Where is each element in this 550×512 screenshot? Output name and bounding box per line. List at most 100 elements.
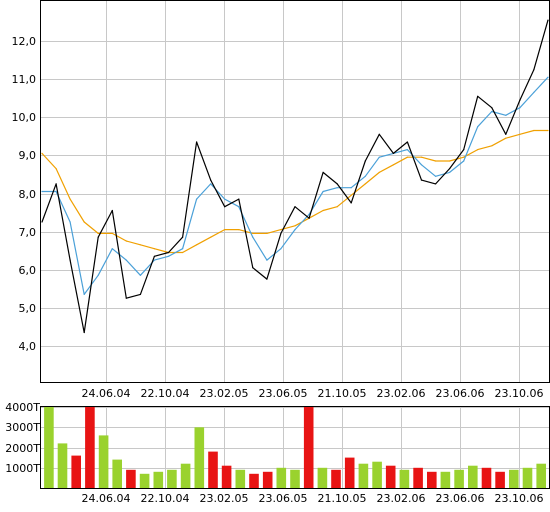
volume-y-ticks: 1000T 2000T 3000T 4000T [5, 401, 40, 475]
price-line-point [491, 107, 493, 109]
volume-bar [290, 469, 300, 488]
long-moving-average-line-point [336, 206, 338, 208]
short-moving-average-line-point [463, 160, 465, 162]
volume-bar [208, 451, 218, 488]
long-moving-average-line-point [463, 156, 465, 158]
price-line-point [97, 236, 99, 238]
short-moving-average-line-point [210, 183, 212, 185]
price-line-point [224, 206, 226, 208]
volume-bar [112, 459, 122, 488]
volume-bar [331, 469, 341, 488]
short-moving-average-line-point [491, 110, 493, 113]
volume-bar [399, 469, 410, 488]
volume-bars [44, 407, 546, 489]
long-moving-average-line-point [224, 229, 226, 231]
volume-bar [139, 473, 150, 488]
price-y-tick-label: 7,0 [19, 226, 37, 239]
volume-bar [344, 457, 355, 488]
volume-bar [468, 465, 478, 488]
short-moving-average-line-point [308, 213, 310, 215]
short-moving-average-line-point [55, 190, 57, 193]
price-y-tick-label: 6,0 [19, 264, 37, 277]
short-moving-average-line-point [69, 221, 71, 223]
short-moving-average-line-point [350, 187, 352, 189]
short-moving-average-line-point [519, 107, 521, 109]
price-x-tick-label: 23.06.05 [259, 387, 308, 400]
long-moving-average-line-point [55, 168, 57, 170]
volume-bar [317, 467, 328, 489]
price-x-tick-label: 23.02.05 [200, 387, 249, 400]
volume-bar [235, 469, 246, 488]
short-moving-average-line-point [449, 171, 451, 173]
short-moving-average-line-point [378, 156, 380, 158]
volume-y-tick-label: 2000T [5, 442, 40, 455]
short-moving-average-line-point [167, 255, 170, 257]
price-y-tick-label: 5,0 [19, 302, 37, 315]
price-panel: 4,05,06,07,08,09,010,011,012,0 24.06.04 2… [12, 0, 550, 400]
long-moving-average-line-point [449, 160, 451, 162]
volume-y-tick-label: 4000T [5, 401, 40, 414]
long-moving-average-line-point [420, 156, 423, 158]
short-moving-average-line [42, 76, 549, 295]
price-line-point [266, 278, 268, 280]
price-line-point [392, 152, 394, 154]
price-line-point [69, 259, 71, 261]
volume-x-ticks: 24.06.04 22.10.04 23.02.05 23.06.05 21.10.05… [82, 492, 544, 505]
volume-bar [509, 469, 519, 488]
price-line-point [83, 331, 85, 334]
volume-bar [153, 471, 164, 488]
short-moving-average-line-point [533, 91, 535, 93]
volume-bar [71, 455, 81, 488]
price-line-point [238, 198, 240, 200]
long-moving-average-line-point [294, 225, 296, 227]
volume-bar [167, 469, 177, 488]
long-moving-average-line-point [519, 133, 521, 135]
volume-bar [98, 435, 109, 488]
price-y-tick-label: 11,0 [12, 73, 37, 86]
price-line-point [322, 171, 324, 173]
price-line-point [41, 221, 43, 223]
volume-x-tick-label: 23.06.05 [259, 492, 308, 505]
price-y-tick-label: 8,0 [19, 188, 37, 201]
price-line-point [420, 179, 423, 181]
long-moving-average-line-point [139, 244, 141, 246]
volume-bar [358, 463, 369, 488]
volume-panel: 1000T 2000T 3000T 4000T 24.06.04 22.10.04 23.… [5, 401, 550, 505]
long-moving-average-line-point [406, 156, 408, 158]
long-moving-average-line-point [505, 137, 507, 139]
price-line-point [167, 251, 170, 254]
volume-bar [413, 467, 423, 489]
volume-x-tick-label: 21.10.05 [318, 492, 367, 505]
price-x-tick-label: 24.06.04 [82, 387, 131, 400]
short-moving-average-line-point [182, 248, 184, 250]
price-line-point [210, 179, 212, 181]
short-moving-average-line-point [336, 187, 338, 189]
price-y-ticks: 4,0 5,0 6,0 7,0 8,0 9,0 10,0 11,0 12,0 [12, 35, 37, 353]
volume-x-tick-label: 23.02.06 [377, 492, 426, 505]
price-line-point [378, 133, 380, 135]
price-y-tick-label: 4,0 [19, 340, 37, 353]
price-line-point [406, 141, 408, 143]
price-line-point [182, 236, 184, 238]
price-y-tick-label: 9,0 [19, 149, 37, 162]
short-moving-average-line-point [238, 206, 240, 208]
volume-bar [57, 443, 68, 488]
volume-bar [536, 463, 546, 488]
long-moving-average-line-point [238, 229, 240, 231]
short-moving-average-line-point [252, 236, 254, 238]
short-moving-average-line-point [547, 76, 549, 78]
long-moving-average-line [41, 129, 548, 254]
volume-x-tick-label: 23.06.06 [436, 492, 485, 505]
volume-bar [221, 465, 232, 488]
short-moving-average-line-point [406, 149, 408, 151]
long-moving-average-line-point [364, 183, 366, 185]
price-line-point [294, 206, 296, 208]
long-moving-average-line-point [533, 129, 535, 132]
short-moving-average-line-point [97, 274, 99, 276]
long-moving-average-line-point [182, 251, 184, 254]
short-moving-average-line-point [125, 259, 127, 261]
price-line-point [547, 19, 549, 21]
volume-bar [44, 407, 54, 488]
long-moving-average-line-point [547, 129, 549, 132]
